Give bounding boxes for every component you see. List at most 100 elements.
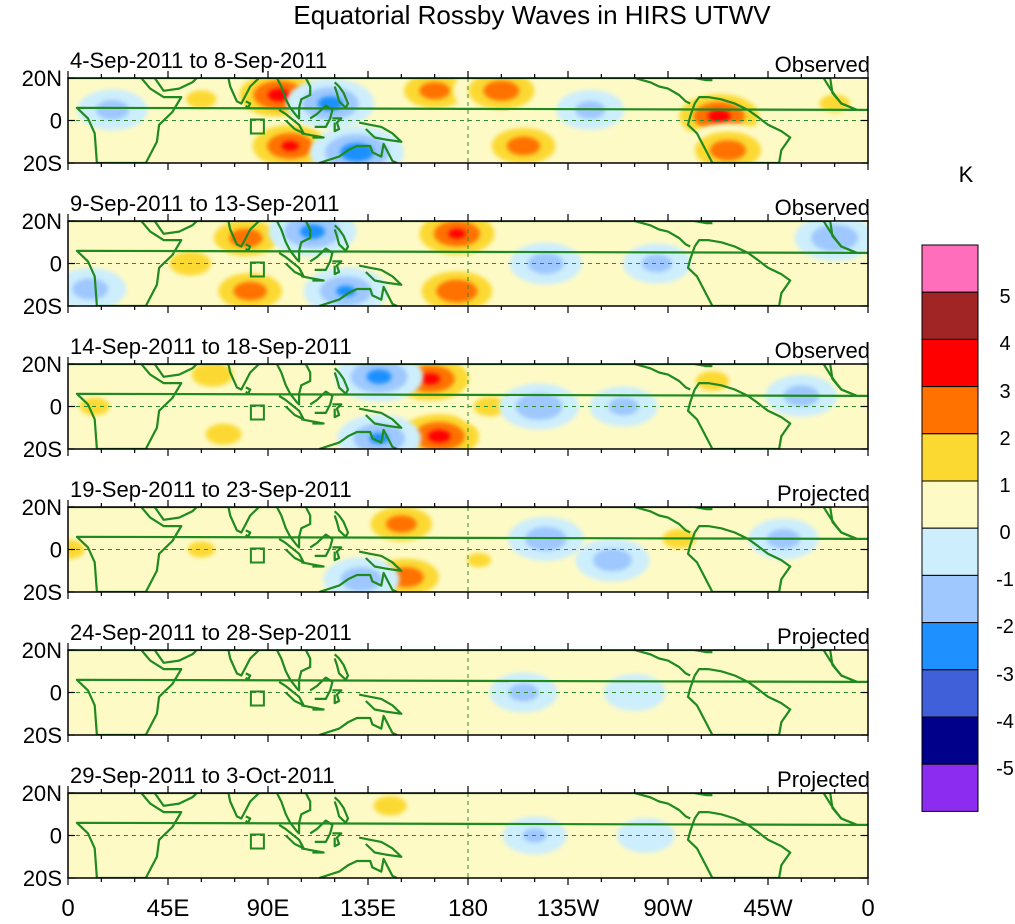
colorbar-tick-label: -5 (996, 758, 1014, 780)
lat-label: 20N (22, 352, 62, 377)
lon-label: 0 (861, 895, 874, 922)
colorbar-box (921, 527, 979, 576)
coastline (358, 121, 403, 143)
panel-status: Projected (777, 767, 870, 792)
anomaly-contour (336, 285, 356, 297)
coastline (245, 529, 252, 538)
coastline (145, 507, 198, 521)
coastline (822, 78, 868, 112)
colorbar-tick-label: -4 (996, 711, 1014, 733)
anomaly-contour (483, 80, 520, 101)
panel-status: Projected (777, 481, 870, 506)
coastline (686, 95, 792, 163)
coastline (691, 364, 713, 368)
colorbar-tick-label: -1 (996, 569, 1014, 591)
anomaly-contour (191, 364, 234, 387)
coastlines (68, 364, 868, 449)
coastline (275, 650, 312, 692)
panel-date-range: 19-Sep-2011 to 23-Sep-2011 (70, 477, 352, 502)
anomaly-contour (366, 369, 392, 384)
coastline (318, 428, 398, 449)
panel: 20N 0 20S 9-Sep-2011 to 13-Sep-2011 Observed (22, 191, 870, 319)
coastline (333, 796, 350, 824)
anomaly-contour (187, 541, 215, 558)
coastline (318, 857, 398, 878)
coastline (145, 793, 198, 807)
figure-title: Equatorial Rossby Waves in HIRS UTWV (293, 0, 771, 30)
lat-label: 20S (23, 580, 62, 605)
coastline (245, 386, 252, 395)
anomaly-contour (527, 253, 564, 274)
coastline (309, 390, 334, 414)
coastline (634, 221, 691, 248)
lat-label: 20S (23, 151, 62, 176)
coastline (309, 247, 334, 271)
lat-label: 20S (23, 437, 62, 462)
colorbar-tick-label: 5 (999, 286, 1010, 308)
coastline (634, 78, 691, 105)
anomaly-contour (340, 567, 383, 592)
coastline (332, 260, 343, 276)
anomaly-contour (819, 94, 850, 113)
coastline (822, 221, 868, 254)
panel-date-range: 4-Sep-2011 to 8-Sep-2011 (70, 48, 327, 73)
anomaly-contour (186, 90, 217, 109)
anomaly-contour (467, 553, 492, 568)
coastline (301, 418, 325, 425)
lat-label: 20S (23, 294, 62, 319)
coastline (822, 507, 868, 541)
lat-label: 20N (22, 638, 62, 663)
panel-date-range: 24-Sep-2011 to 28-Sep-2011 (70, 620, 352, 645)
region-box (249, 547, 265, 564)
coastline (219, 650, 262, 677)
region-box (249, 261, 265, 278)
coastline (686, 667, 792, 735)
coastline (219, 793, 262, 820)
coastline (275, 78, 312, 120)
panel-status: Observed (775, 338, 870, 363)
coastlines (68, 650, 868, 735)
coastline (219, 507, 262, 534)
anomaly-contour (508, 683, 539, 702)
coastline (691, 650, 713, 654)
anomaly-contour (233, 281, 267, 301)
lat-label: 20S (23, 866, 62, 891)
coastline (691, 221, 713, 225)
colorbar-unit: K (959, 162, 974, 187)
region-box (249, 118, 265, 135)
coastline (358, 407, 403, 429)
coastline (822, 650, 868, 684)
anomaly-contour (436, 279, 478, 303)
anomaly-contour (710, 140, 746, 161)
panel: 20N 0 20S 19-Sep-2011 to 23-Sep-2011 Project… (22, 477, 870, 605)
coastlines (68, 507, 868, 592)
coastline (318, 714, 398, 735)
coastline (634, 793, 691, 820)
colorbar-tick-label: -3 (996, 664, 1014, 686)
lat-label: 0 (50, 824, 62, 849)
lon-label: 135W (537, 895, 600, 922)
coastline (822, 364, 868, 397)
panel: 20N 0 20S 24-Sep-2011 to 28-Sep-2011 Project… (22, 620, 870, 748)
coastline (278, 823, 305, 850)
coastlines (68, 78, 868, 163)
colorbar-tick-label: 2 (999, 428, 1010, 450)
coastline (219, 78, 262, 105)
panel: 20N 0 20S 14-Sep-2011 to 18-Sep-2011 Observe… (22, 334, 870, 462)
coastline (333, 81, 350, 109)
coastline (245, 815, 252, 824)
anomaly-contour (386, 515, 417, 533)
coastline (145, 650, 198, 664)
coastline (219, 364, 262, 391)
panel-date-range: 14-Sep-2011 to 18-Sep-2011 (70, 334, 352, 359)
coastline (691, 507, 713, 511)
coastline (358, 264, 403, 286)
colorbar: K 5 4 3 2 1 0 -1 -2 -3 -4 -5 (921, 162, 1014, 812)
anomaly-field (68, 364, 838, 449)
colorbar-box (921, 574, 979, 624)
coastline (275, 507, 312, 549)
panel: 20N 0 20S 29-Sep-2011 to 3-Oct-2011 Projecte… (22, 763, 870, 891)
coastline (333, 653, 350, 681)
colorbar-box (921, 244, 979, 293)
coastlines (68, 793, 868, 878)
